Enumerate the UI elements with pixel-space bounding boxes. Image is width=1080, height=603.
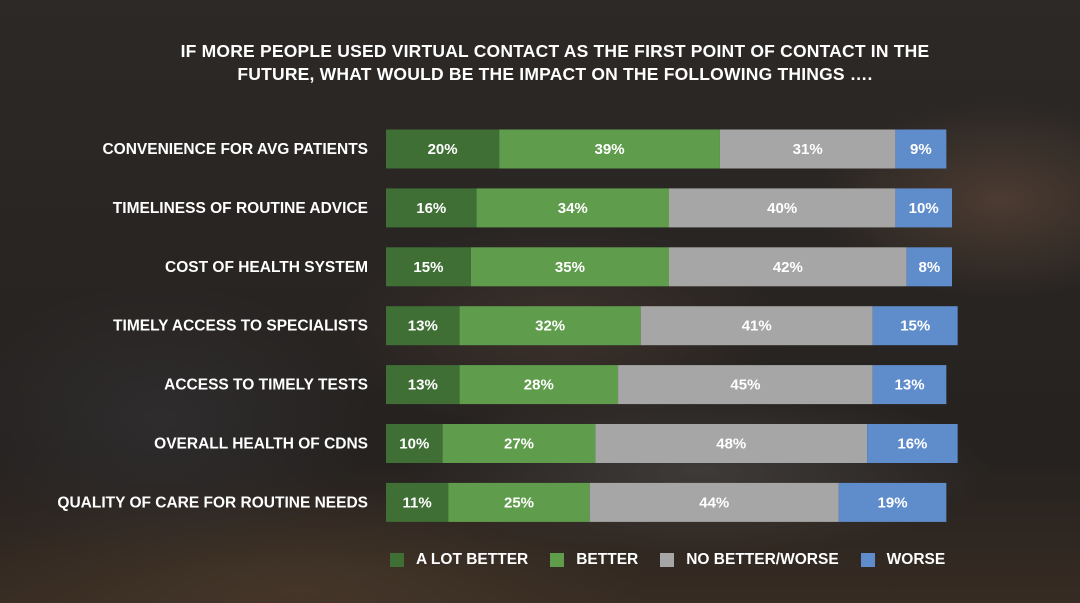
bar-a-lot-better-access-to-timely-tests <box>386 365 460 405</box>
bar-better-timeliness-of-routine-advice <box>476 188 669 228</box>
bar-a-lot-better-overall-health-of-cdns <box>386 424 443 463</box>
legend-item-better: BETTER <box>550 551 638 569</box>
data-label-a-lot-better-convenience-for-avg-patients: 20% <box>428 141 458 158</box>
legend-label-better: BETTER <box>576 551 639 568</box>
data-label-worse-quality-of-care-for-routine-needs: 19% <box>878 494 908 511</box>
bar-no-better-worse-timely-access-to-specialists <box>640 306 873 346</box>
data-label-no-better-worse-access-to-timely-tests: 45% <box>730 377 760 394</box>
data-label-worse-convenience-for-avg-patients: 9% <box>910 141 932 158</box>
bar-a-lot-better-quality-of-care-for-routine-needs <box>386 482 449 522</box>
bar-no-better-worse-access-to-timely-tests <box>618 365 873 405</box>
legend-item-worse: WORSE <box>860 551 946 569</box>
data-label-better-access-to-timely-tests: 28% <box>524 377 554 394</box>
data-label-worse-access-to-timely-tests: 13% <box>895 377 925 394</box>
category-label-convenience-for-avg-patients: CONVENIENCE FOR AVG PATIENTS <box>102 141 368 158</box>
data-label-a-lot-better-quality-of-care-for-routine-needs: 11% <box>403 494 432 511</box>
bar-a-lot-better-convenience-for-avg-patients <box>386 129 500 169</box>
category-label-overall-health-of-cdns: OVERALL HEALTH OF CDNS <box>154 436 368 453</box>
data-label-no-better-worse-timely-access-to-specialists: 41% <box>742 318 772 335</box>
data-label-better-convenience-for-avg-patients: 39% <box>595 141 625 158</box>
category-label-timeliness-of-routine-advice: TIMELINESS OF ROUTINE ADVICE <box>113 200 368 217</box>
legend-swatch-a-lot-better <box>390 553 404 567</box>
chart-title-line-1: IF MORE PEOPLE USED VIRTUAL CONTACT AS T… <box>180 41 930 61</box>
bar-better-overall-health-of-cdns <box>442 424 596 463</box>
data-label-no-better-worse-quality-of-care-for-routine-needs: 44% <box>699 494 729 511</box>
legend-item-a-lot-better: A LOT BETTER <box>390 551 528 569</box>
legend-swatch-better <box>550 553 565 567</box>
bar-no-better-worse-cost-of-health-system <box>669 247 907 287</box>
data-label-worse-overall-health-of-cdns: 16% <box>897 436 927 453</box>
legend-item-no-better-worse: NO BETTER/WORSE <box>660 551 839 569</box>
data-label-a-lot-better-timely-access-to-specialists: 13% <box>408 318 438 335</box>
bar-worse-access-to-timely-tests <box>872 365 947 405</box>
bar-a-lot-better-cost-of-health-system <box>386 247 471 287</box>
data-label-a-lot-better-overall-health-of-cdns: 10% <box>399 436 429 453</box>
chart-title: IF MORE PEOPLE USED VIRTUAL CONTACT AS T… <box>120 40 990 86</box>
bar-worse-quality-of-care-for-routine-needs <box>838 482 947 522</box>
bar-no-better-worse-quality-of-care-for-routine-needs <box>589 482 839 522</box>
data-label-better-quality-of-care-for-routine-needs: 25% <box>504 494 534 511</box>
data-label-better-timely-access-to-specialists: 32% <box>535 318 565 335</box>
data-label-worse-timely-access-to-specialists: 15% <box>900 318 930 335</box>
data-label-better-cost-of-health-system: 35% <box>555 259 585 276</box>
bar-a-lot-better-timely-access-to-specialists <box>386 306 460 346</box>
data-label-worse-cost-of-health-system: 8% <box>919 259 941 276</box>
category-label-access-to-timely-tests: ACCESS TO TIMELY TESTS <box>164 377 368 394</box>
bar-better-timely-access-to-specialists <box>459 306 641 346</box>
bar-worse-convenience-for-avg-patients <box>895 129 947 169</box>
category-label-timely-access-to-specialists: TIMELY ACCESS TO SPECIALISTS <box>113 318 368 335</box>
legend-swatch-no-better-worse <box>660 553 675 567</box>
data-label-no-better-worse-overall-health-of-cdns: 48% <box>716 436 746 453</box>
bar-worse-overall-health-of-cdns <box>867 424 958 463</box>
bar-no-better-worse-convenience-for-avg-patients <box>719 129 896 169</box>
legend-swatch-worse <box>860 553 875 567</box>
bar-worse-cost-of-health-system <box>906 247 952 287</box>
bar-better-cost-of-health-system <box>470 247 669 287</box>
data-label-a-lot-better-timeliness-of-routine-advice: 16% <box>416 200 446 217</box>
bar-worse-timeliness-of-routine-advice <box>895 188 952 228</box>
legend-label-worse: WORSE <box>886 551 946 568</box>
data-label-a-lot-better-cost-of-health-system: 15% <box>413 259 443 276</box>
legend-label-a-lot-better: A LOT BETTER <box>416 551 529 568</box>
bar-better-access-to-timely-tests <box>459 365 619 405</box>
chart-legend: A LOT BETTER BETTER NO BETTER/WORSE WORS… <box>390 550 967 570</box>
data-label-worse-timeliness-of-routine-advice: 10% <box>909 200 939 217</box>
data-label-better-timeliness-of-routine-advice: 34% <box>558 200 588 217</box>
bar-no-better-worse-overall-health-of-cdns <box>595 424 868 463</box>
bar-a-lot-better-timeliness-of-routine-advice <box>386 188 477 228</box>
data-label-no-better-worse-convenience-for-avg-patients: 31% <box>793 141 823 158</box>
bar-better-convenience-for-avg-patients <box>499 129 720 169</box>
legend-label-no-better-worse: NO BETTER/WORSE <box>686 551 839 568</box>
chart-title-line-2: FUTURE, WHAT WOULD BE THE IMPACT ON THE … <box>237 64 873 84</box>
data-label-no-better-worse-timeliness-of-routine-advice: 40% <box>767 200 797 217</box>
bar-better-quality-of-care-for-routine-needs <box>448 482 590 522</box>
bar-no-better-worse-timeliness-of-routine-advice <box>669 188 896 228</box>
bar-worse-timely-access-to-specialists <box>872 306 958 346</box>
category-label-quality-of-care-for-routine-needs: QUALITY OF CARE FOR ROUTINE NEEDS <box>57 494 368 511</box>
data-label-no-better-worse-cost-of-health-system: 42% <box>773 259 803 276</box>
category-label-cost-of-health-system: COST OF HEALTH SYSTEM <box>165 259 368 276</box>
data-label-a-lot-better-access-to-timely-tests: 13% <box>408 377 438 394</box>
data-label-better-overall-health-of-cdns: 27% <box>504 436 534 453</box>
